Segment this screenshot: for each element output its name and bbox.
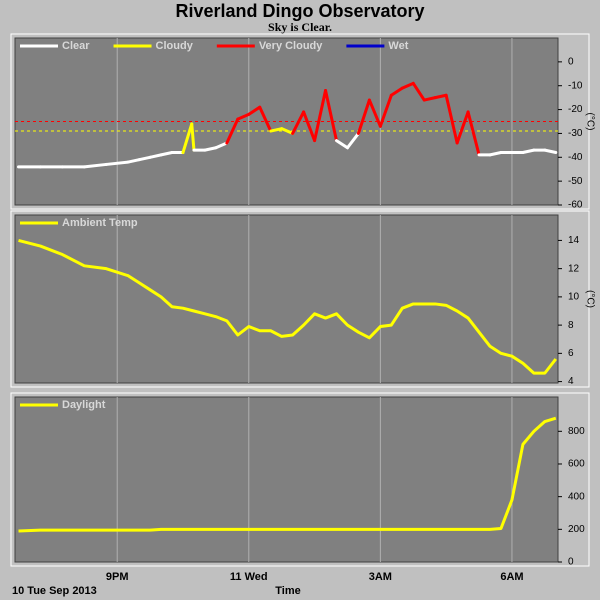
x-tick-label: 9PM <box>106 571 129 583</box>
y-tick-label: 14 <box>568 235 580 246</box>
y-axis-label: (°C) <box>584 290 595 308</box>
sky-segment <box>190 122 196 152</box>
y-tick-label: 400 <box>568 491 585 502</box>
sky-segment <box>444 93 459 145</box>
sky-segment <box>543 148 558 155</box>
sky-segment <box>302 110 317 143</box>
y-axis-label: (°C) <box>584 113 595 131</box>
x-axis-label: Time <box>275 585 300 597</box>
legend-label: Clear <box>62 40 90 52</box>
sky-segment <box>335 139 349 150</box>
sky-segment <box>148 153 163 159</box>
chart-title: Riverland Dingo Observatory <box>175 1 424 21</box>
sky-segment <box>269 127 284 133</box>
sky-segment <box>258 105 273 133</box>
legend-label: Daylight <box>62 399 106 411</box>
sky-segment <box>378 93 393 128</box>
legend-label: Ambient Temp <box>62 217 138 229</box>
sky-segment <box>313 88 328 143</box>
y-tick-label: -60 <box>568 200 583 211</box>
sky-segment <box>82 162 108 169</box>
sky-segment <box>466 110 481 157</box>
sky-segment <box>400 81 415 90</box>
sky-segment <box>455 110 470 145</box>
sky-segment <box>521 148 536 155</box>
y-tick-label: -20 <box>568 104 583 115</box>
x-tick-label: 11 Wed <box>230 571 268 583</box>
y-tick-label: -10 <box>568 80 583 91</box>
y-tick-label: -30 <box>568 128 583 139</box>
y-tick-label: 200 <box>568 524 585 535</box>
y-tick-label: 4 <box>568 376 574 387</box>
y-tick-label: -40 <box>568 152 583 163</box>
y-tick-label: 0 <box>568 56 574 67</box>
y-tick-label: 0 <box>568 557 574 568</box>
legend-label: Cloudy <box>156 40 194 52</box>
sky-segment <box>181 122 194 155</box>
sky-segment <box>488 151 503 157</box>
y-tick-label: 10 <box>568 292 580 303</box>
sky-segment <box>126 158 141 164</box>
sky-segment <box>324 88 339 143</box>
x-tick-label: 6AM <box>500 571 523 583</box>
sky-segment <box>137 155 152 162</box>
sky-segment <box>214 141 229 150</box>
sky-segment <box>104 160 130 166</box>
sky-segment <box>280 127 295 135</box>
series-line <box>18 238 557 375</box>
sky-segment <box>225 117 240 145</box>
y-tick-label: 8 <box>568 320 574 331</box>
legend-label: Very Cloudy <box>259 40 323 52</box>
plot-area <box>14 214 559 384</box>
subtitle: Sky is Clear. <box>268 20 332 34</box>
sky-segment <box>389 86 404 97</box>
plot-area <box>14 396 559 563</box>
y-tick-label: -50 <box>568 176 583 187</box>
sky-segment <box>159 151 174 157</box>
y-tick-label: 6 <box>568 348 574 359</box>
sky-segment <box>345 131 360 150</box>
y-tick-label: 800 <box>568 426 585 437</box>
sky-segment <box>356 98 371 135</box>
legend-label: Wet <box>388 40 408 52</box>
sky-segment <box>291 110 306 135</box>
series-line <box>18 416 557 533</box>
sky-segment <box>411 81 426 102</box>
y-tick-label: 12 <box>568 263 580 274</box>
sky-segment <box>236 112 251 121</box>
sky-segment <box>433 93 448 100</box>
sky-segment <box>247 105 262 116</box>
date-label: 10 Tue Sep 2013 <box>12 585 97 597</box>
x-tick-label: 3AM <box>369 571 392 583</box>
sky-segment <box>203 146 218 152</box>
sky-segment <box>367 98 382 128</box>
y-tick-label: 600 <box>568 459 585 470</box>
sky-segment <box>422 96 437 102</box>
